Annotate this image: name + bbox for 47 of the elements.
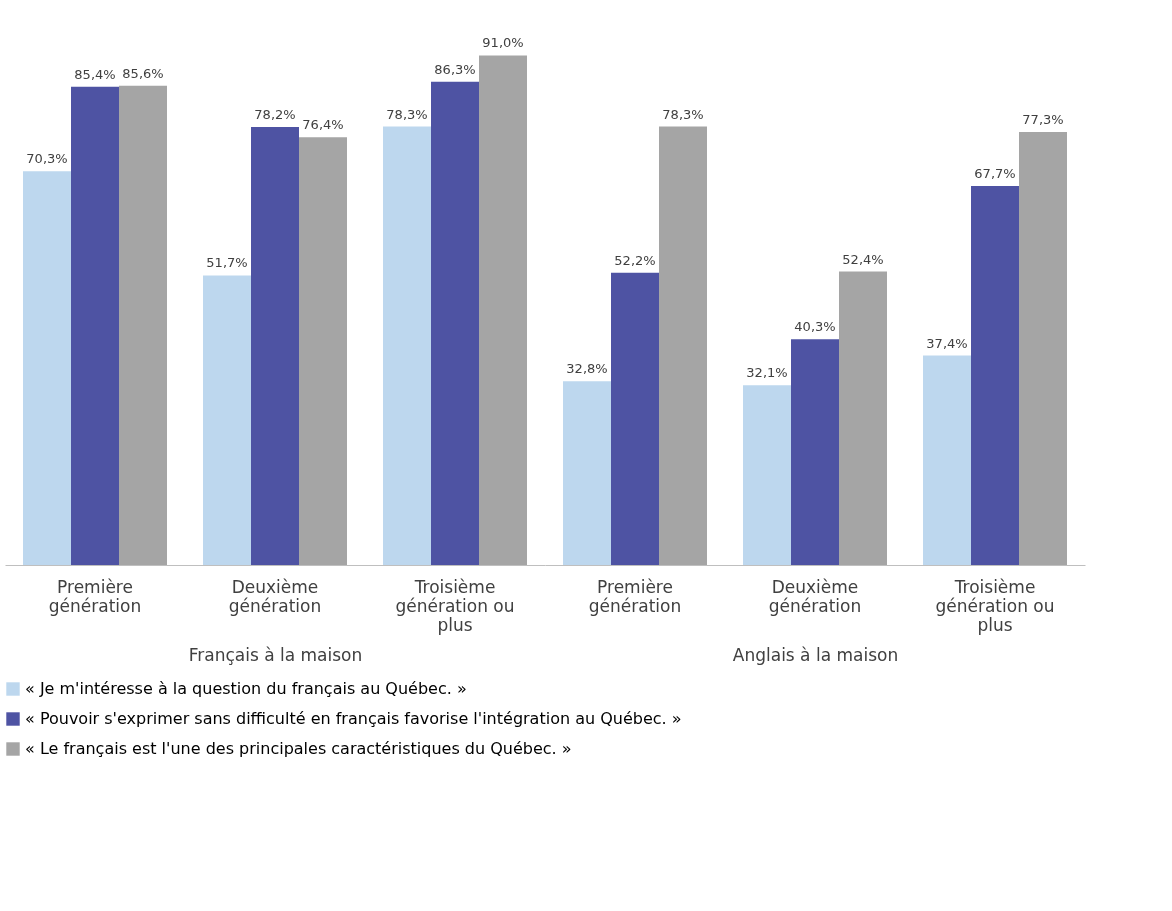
bar	[659, 126, 707, 565]
bar	[563, 381, 611, 565]
bar	[23, 171, 71, 565]
bar	[71, 86, 119, 565]
bar	[431, 81, 479, 565]
x-tick-label: Troisième génération ou plus	[395, 576, 515, 635]
data-label: 78,3%	[662, 106, 704, 122]
legend-label: « Le français est l'une des principales caractéristiques du Québec. »	[25, 739, 572, 758]
data-label: 85,4%	[74, 66, 116, 82]
data-label: 32,1%	[746, 365, 788, 381]
x-tick-label: Deuxième génération	[228, 576, 322, 616]
bar	[251, 127, 299, 565]
x-tick-label: Deuxième génération	[768, 576, 862, 616]
x-tick-label: Première génération	[588, 576, 682, 616]
data-label: 52,4%	[842, 251, 884, 267]
bar	[611, 272, 659, 565]
x-tick-label: Troisième génération ou plus	[935, 576, 1055, 635]
text: Français à la maison	[188, 644, 363, 665]
data-label: 51,7%	[206, 255, 248, 271]
x-tick-label: Première génération	[48, 576, 142, 616]
legend-label: « Je m'intéresse à la question du français au Québec. »	[25, 679, 467, 698]
text: Anglais à la maison	[732, 644, 899, 665]
data-label: 70,3%	[26, 151, 68, 167]
data-label: 91,0%	[482, 35, 524, 51]
data-label: 37,4%	[926, 335, 968, 351]
bar	[479, 55, 527, 565]
data-label: 86,3%	[434, 61, 476, 77]
data-label: 40,3%	[794, 319, 836, 335]
data-label: 67,7%	[974, 165, 1016, 181]
bar	[743, 385, 791, 565]
legend-label: « Pouvoir s'exprimer sans difficulté en français favorise l'intégration au Québec. »	[25, 709, 682, 728]
data-label: 78,2%	[254, 107, 296, 123]
data-label: 76,4%	[302, 117, 344, 133]
bar	[839, 271, 887, 565]
data-label: 85,6%	[122, 65, 164, 81]
bar	[923, 355, 971, 565]
bar	[383, 126, 431, 565]
bar	[119, 85, 167, 565]
bar	[971, 185, 1019, 565]
bar	[1019, 132, 1067, 565]
bar	[203, 275, 251, 565]
data-label: 32,8%	[566, 361, 608, 377]
data-label: 77,3%	[1022, 112, 1064, 128]
bar	[299, 137, 347, 565]
data-label: 52,2%	[614, 252, 656, 268]
data-label: 78,3%	[386, 106, 428, 122]
bar	[791, 339, 839, 565]
